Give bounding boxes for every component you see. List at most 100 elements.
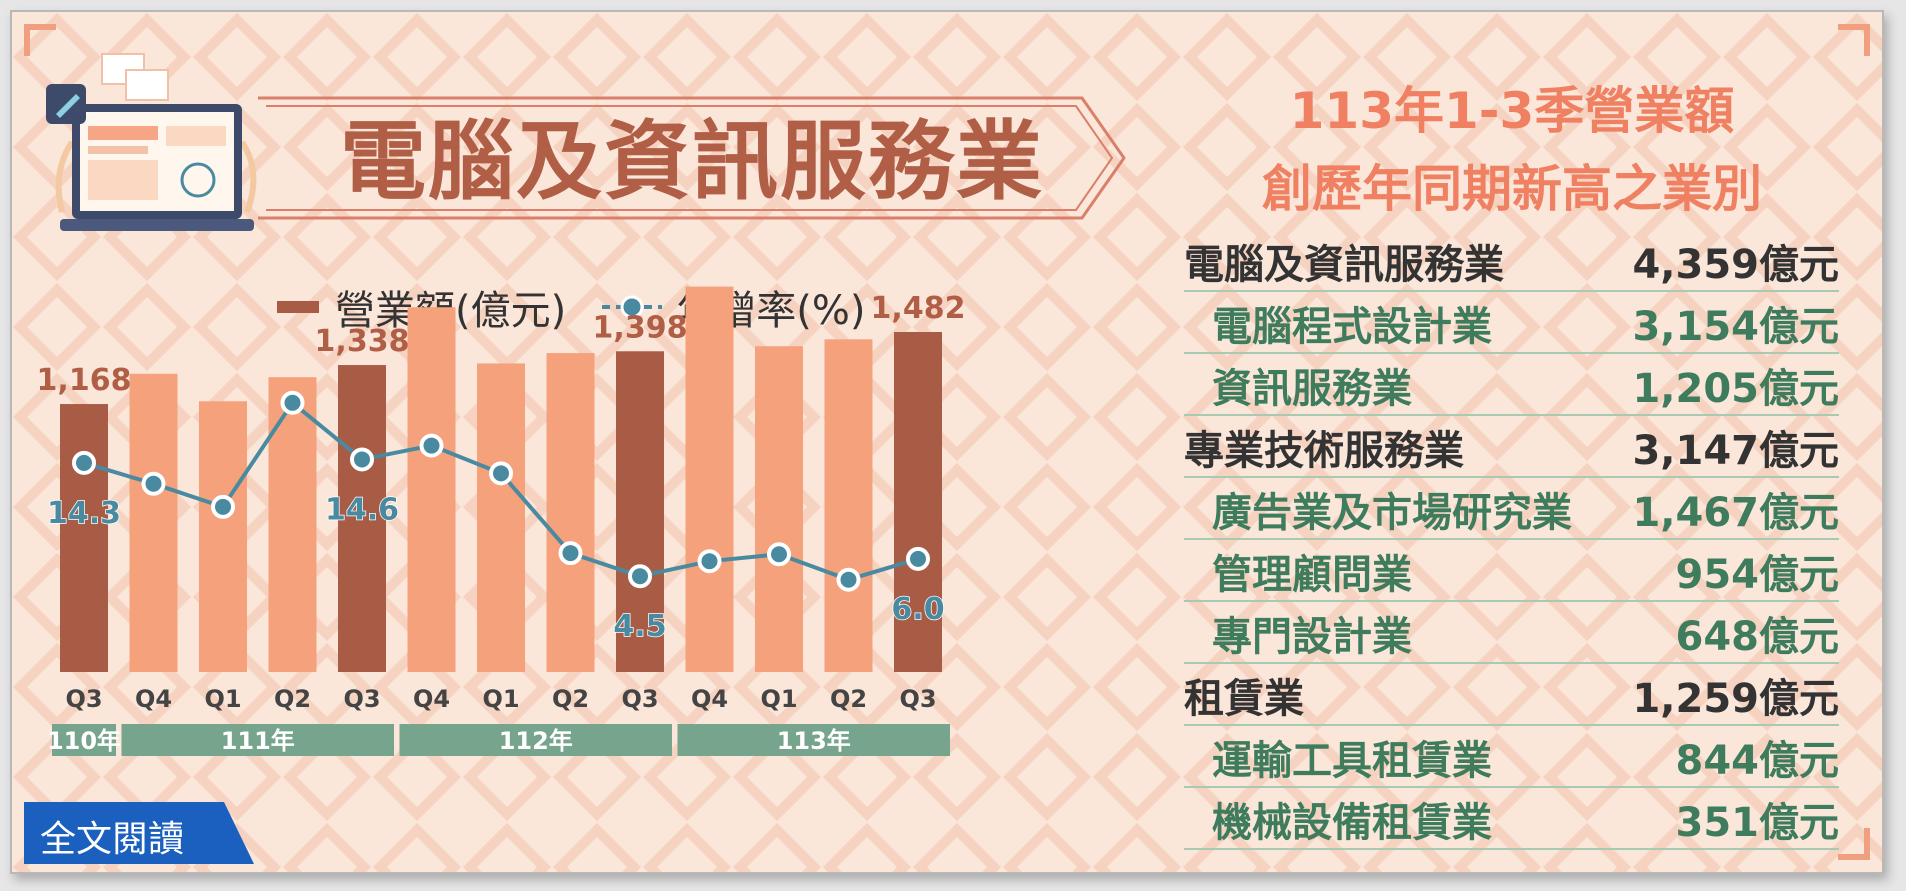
bar bbox=[755, 346, 803, 672]
industry-value: 351億元 bbox=[1675, 800, 1840, 846]
bar bbox=[546, 353, 595, 672]
right-panel-title: 113年1-3季營業額 創歷年同期新高之業別 bbox=[1192, 72, 1832, 228]
quarter-tick-label: Q3 bbox=[621, 685, 658, 713]
industry-row: 電腦程式設計業 3,154億元 bbox=[1184, 292, 1839, 354]
laptop-illustration-icon bbox=[46, 53, 257, 231]
year-band-label: 113年 bbox=[777, 727, 851, 755]
growth-rate-point bbox=[280, 390, 305, 415]
quarter-tick-label: Q4 bbox=[691, 685, 728, 713]
industry-row: 租賃業 1,259億元 bbox=[1184, 664, 1839, 726]
bar bbox=[407, 307, 456, 672]
industry-row: 機械設備租賃業 351億元 bbox=[1184, 788, 1839, 850]
industry-value: 648億元 bbox=[1675, 614, 1840, 660]
year-band-label: 112年 bbox=[499, 727, 573, 755]
year-band bbox=[677, 724, 950, 756]
corner-top-right bbox=[1838, 24, 1870, 56]
growth-rate-point bbox=[141, 471, 166, 496]
year-band bbox=[121, 724, 394, 756]
industry-row: 專門設計業 648億元 bbox=[1184, 602, 1839, 664]
infographic-card: 電腦及資訊服務業 營業額(億元) 年增率(%) 1,1681,3381,3981… bbox=[10, 10, 1884, 874]
growth-rate-point bbox=[767, 542, 791, 567]
industry-name: 廣告業及市場研究業 bbox=[1212, 490, 1572, 536]
bar-value-label: 1,482 bbox=[871, 291, 966, 326]
growth-rate-point bbox=[836, 567, 861, 592]
industry-row: 運輸工具租賃業 844億元 bbox=[1184, 726, 1839, 788]
quarter-tick-label: Q1 bbox=[204, 685, 241, 713]
industry-value: 4,359億元 bbox=[1632, 242, 1839, 288]
legend-line-icon bbox=[602, 295, 663, 319]
quarter-tick-label: Q2 bbox=[274, 685, 311, 713]
quarter-tick-label: Q3 bbox=[65, 685, 102, 713]
bar bbox=[616, 351, 664, 672]
quarter-tick-label: Q1 bbox=[760, 685, 797, 713]
bar bbox=[894, 332, 942, 672]
bar bbox=[199, 401, 247, 672]
industry-name: 機械設備租賃業 bbox=[1212, 800, 1492, 846]
growth-rate-point bbox=[628, 564, 652, 589]
industry-value: 3,147億元 bbox=[1632, 428, 1839, 474]
bar bbox=[60, 404, 108, 672]
corner-top-left bbox=[24, 24, 56, 56]
growth-rate-label: 4.5 bbox=[613, 609, 666, 644]
year-band bbox=[52, 724, 116, 756]
industry-name: 管理顧問業 bbox=[1212, 552, 1412, 598]
industry-value: 1,467億元 bbox=[1632, 490, 1839, 536]
record-industry-table: 電腦及資訊服務業 4,359億元 電腦程式設計業 3,154億元資訊服務業 1,205億… bbox=[1184, 230, 1839, 850]
quarter-tick-label: Q3 bbox=[899, 685, 936, 713]
growth-rate-point bbox=[558, 541, 583, 566]
growth-rate-point bbox=[697, 549, 722, 574]
quarter-tick-label: Q4 bbox=[135, 685, 172, 713]
read-button-label: 全文閱讀 bbox=[40, 819, 185, 860]
bar bbox=[685, 286, 734, 672]
legend-bar-swatch bbox=[277, 301, 319, 313]
quarter-tick-label: Q3 bbox=[343, 685, 380, 713]
industry-name: 專門設計業 bbox=[1212, 614, 1412, 660]
bar-value-label: 1,168 bbox=[37, 363, 132, 398]
bar bbox=[129, 373, 178, 672]
industry-name: 電腦及資訊服務業 bbox=[1184, 242, 1504, 288]
industry-name: 專業技術服務業 bbox=[1184, 428, 1464, 474]
industry-value: 1,259億元 bbox=[1632, 676, 1839, 722]
pencil-icon bbox=[46, 84, 86, 124]
industry-name: 租賃業 bbox=[1184, 676, 1304, 722]
year-band-label: 111年 bbox=[221, 727, 295, 755]
industry-row: 專業技術服務業 3,147億元 bbox=[1184, 416, 1839, 478]
year-band-label: 110年 bbox=[47, 727, 121, 755]
industry-row: 電腦及資訊服務業 4,359億元 bbox=[1184, 230, 1839, 292]
industry-value: 954億元 bbox=[1675, 552, 1840, 598]
corner-bottom-right bbox=[1838, 828, 1870, 860]
main-title: 電腦及資訊服務業 bbox=[340, 112, 1044, 212]
quarter-tick-label: Q2 bbox=[552, 685, 589, 713]
growth-rate-point bbox=[72, 450, 96, 475]
industry-name: 運輸工具租賃業 bbox=[1212, 738, 1492, 784]
growth-rate-label: 14.3 bbox=[47, 496, 121, 531]
industry-row: 管理顧問業 954億元 bbox=[1184, 540, 1839, 602]
quarter-tick-label: Q1 bbox=[482, 685, 519, 713]
quarter-tick-label: Q4 bbox=[413, 685, 450, 713]
growth-rate-point bbox=[350, 447, 374, 472]
title-frame bbox=[258, 96, 1126, 220]
bar-value-label: 1,338 bbox=[315, 324, 410, 359]
bar bbox=[338, 365, 386, 672]
quarter-tick-label: Q2 bbox=[830, 685, 867, 713]
year-band bbox=[399, 724, 672, 756]
industry-value: 1,205億元 bbox=[1632, 366, 1839, 412]
growth-rate-point bbox=[489, 461, 513, 486]
bar bbox=[477, 363, 525, 672]
bar bbox=[824, 339, 873, 672]
industry-row: 廣告業及市場研究業 1,467億元 bbox=[1184, 478, 1839, 540]
bar bbox=[268, 377, 317, 672]
growth-rate-label: 6.0 bbox=[891, 592, 944, 627]
right-title-line2: 創歷年同期新高之業別 bbox=[1262, 160, 1762, 218]
right-title-line1: 113年1-3季營業額 bbox=[1289, 82, 1735, 140]
growth-rate-point bbox=[419, 433, 444, 458]
industry-row: 資訊服務業 1,205億元 bbox=[1184, 354, 1839, 416]
read-full-text-button[interactable]: 全文閱讀 bbox=[24, 802, 254, 864]
button-shape bbox=[24, 802, 254, 864]
growth-rate-point bbox=[211, 494, 235, 519]
growth-rate-point bbox=[906, 546, 930, 571]
industry-name: 資訊服務業 bbox=[1212, 366, 1412, 412]
industry-name: 電腦程式設計業 bbox=[1212, 304, 1492, 350]
growth-rate-label: 14.6 bbox=[325, 492, 399, 527]
industry-value: 844億元 bbox=[1675, 738, 1840, 784]
